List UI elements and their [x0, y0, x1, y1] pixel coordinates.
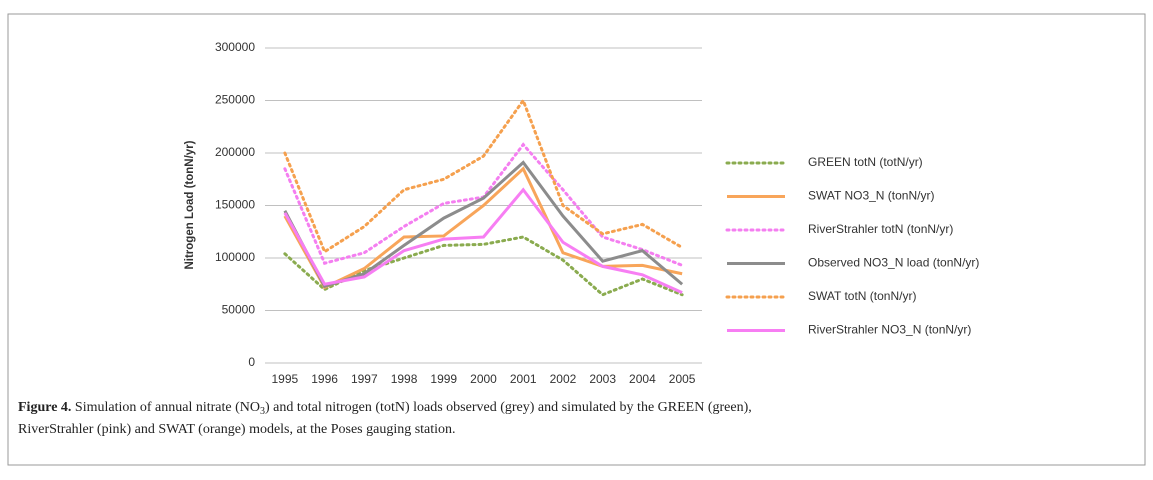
- series-line: [283, 166, 683, 290]
- caption-line: Figure 4. Simulation of annual nitrate (…: [18, 400, 752, 417]
- x-tick-label: 1997: [351, 372, 378, 386]
- x-tick-label: 1995: [272, 372, 299, 386]
- x-tick-label: 1996: [311, 372, 338, 386]
- x-tick-label: 2004: [629, 372, 656, 386]
- y-axis-title: Nitrogen Load (tonN/yr): [184, 140, 196, 269]
- legend-label: GREEN totN (totN/yr): [808, 155, 923, 169]
- x-tick-label: 2000: [470, 372, 497, 386]
- x-tick-label: 2001: [510, 372, 537, 386]
- legend-label: Observed NO3_N load (tonN/yr): [808, 256, 979, 270]
- x-tick-label: 1998: [391, 372, 418, 386]
- caption-label: Figure 4.: [18, 400, 71, 415]
- legend-label: SWAT totN (tonN/yr): [808, 289, 916, 303]
- legend-label: RiverStrahler NO3_N (tonN/yr): [808, 323, 971, 337]
- series-line: [283, 97, 684, 254]
- x-tick-label: 2005: [669, 372, 696, 386]
- legend-label: RiverStrahler totN (tonN/yr): [808, 222, 953, 236]
- caption-subscript: 3: [260, 406, 265, 417]
- legend-label: SWAT NO3_N (tonN/yr): [808, 189, 934, 203]
- y-tick-label: 200000: [215, 145, 255, 159]
- y-tick-label: 50000: [222, 303, 256, 317]
- x-tick-label: 2003: [589, 372, 616, 386]
- caption-text: Simulation of annual nitrate (NO: [71, 400, 260, 415]
- x-tick-label: 2002: [550, 372, 577, 386]
- caption-text: ) and total nitrogen (totN) loads observ…: [265, 400, 752, 415]
- y-tick-label: 0: [248, 355, 255, 369]
- caption-line: RiverStrahler (pink) and SWAT (orange) m…: [18, 422, 456, 437]
- figure-frame: [7, 13, 1146, 466]
- y-tick-label: 100000: [215, 250, 255, 264]
- y-tick-label: 250000: [215, 93, 255, 107]
- series-line: [283, 187, 683, 295]
- y-tick-label: 300000: [215, 40, 255, 54]
- y-tick-label: 150000: [215, 198, 255, 212]
- x-tick-label: 1999: [430, 372, 457, 386]
